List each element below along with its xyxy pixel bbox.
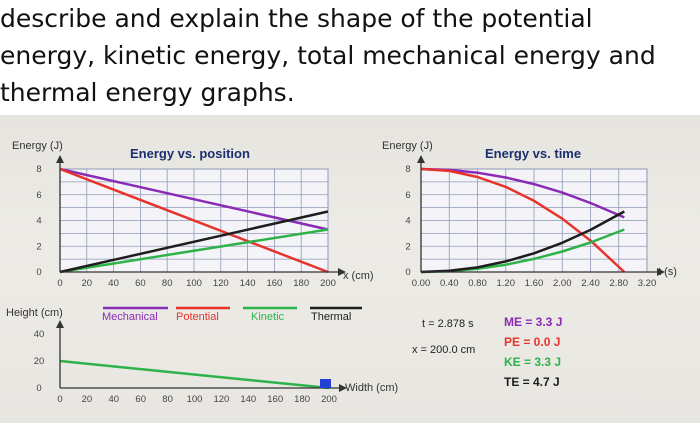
legend-potential: Potential <box>176 311 219 323</box>
x-tick-label: 2.80 <box>610 278 629 289</box>
legend-thermal: Thermal <box>311 311 351 323</box>
x-tick-label: 160 <box>267 394 283 405</box>
y-tick-label: 6 <box>36 190 41 201</box>
y-tick-label: 6 <box>405 190 410 201</box>
chart1-ylabel: Energy (J) <box>12 140 63 152</box>
x-tick-label: 160 <box>266 278 282 289</box>
y-tick-label: 0 <box>36 383 41 394</box>
y-tick-label: 2 <box>405 241 410 252</box>
chart1-series <box>59 167 329 274</box>
energy-position-chart: Energy (J) Energy vs. position x (cm) 0 2… <box>12 140 374 289</box>
legend-mechanical: Mechanical <box>102 311 158 323</box>
x-tick-label: 20 <box>82 278 93 289</box>
x-tick-label: 140 <box>240 278 256 289</box>
x-tick-label: 200 <box>321 394 337 405</box>
x-tick-label: 100 <box>186 278 202 289</box>
chart3-axes <box>56 320 347 392</box>
y-tick-label: 2 <box>36 241 41 252</box>
series-potential-line <box>59 167 329 274</box>
x-tick-label: 40 <box>108 278 119 289</box>
x-tick-label: 3.20 <box>638 278 657 289</box>
readout-ke: KE = 3.3 J <box>504 355 561 369</box>
readout-te: TE = 4.7 J <box>504 375 560 389</box>
chart3-ticks: 0 20 40 60 80 100 120 140 160 180 200 0 20 40 <box>34 329 337 405</box>
x-tick-label: 2.40 <box>581 278 600 289</box>
x-tick-label: 140 <box>240 394 256 405</box>
legend-kinetic: Kinetic <box>251 311 285 323</box>
chart2-xlabel: t (s) <box>658 266 677 278</box>
chart2-series <box>420 167 626 274</box>
question-text: describe and explain the shape of the po… <box>0 4 656 107</box>
y-tick-label: 40 <box>34 329 45 340</box>
chart1-ticks: 0 20 40 60 80 100 120 140 160 180 200 0 2 4 6 8 <box>36 164 336 289</box>
chart1-xlabel: x (cm) <box>343 270 374 282</box>
x-tick-label: 80 <box>162 394 173 405</box>
x-tick-label: 0.40 <box>440 278 459 289</box>
series-mechanical-line <box>59 167 329 231</box>
chart3-xlabel: Width (cm) <box>345 382 398 394</box>
x-tick-label: 20 <box>82 394 93 405</box>
series-height-line <box>59 359 330 390</box>
x-tick-label: 120 <box>213 278 229 289</box>
y-tick-label: 0 <box>36 267 41 278</box>
readout-time: t = 2.878 s <box>422 318 474 330</box>
x-tick-label: 1.60 <box>525 278 544 289</box>
sliding-block <box>320 379 331 388</box>
chart2-ylabel: Energy (J) <box>382 140 433 152</box>
readout-pe: PE = 0.0 J <box>504 335 560 349</box>
y-tick-label: 8 <box>405 164 410 175</box>
y-tick-label: 4 <box>36 216 41 227</box>
chart2-title: Energy vs. time <box>485 146 581 161</box>
chart3-series <box>59 359 330 390</box>
x-tick-label: 120 <box>213 394 229 405</box>
series-mechanical-line <box>420 167 625 219</box>
x-tick-label: 0 <box>57 394 62 405</box>
x-tick-label: 2.00 <box>553 278 572 289</box>
chart3-ylabel: Height (cm) <box>6 307 63 319</box>
x-tick-label: 0.80 <box>468 278 487 289</box>
chart2-ticks: 0.00 0.40 0.80 1.20 1.60 2.00 2.40 2.80 3.20 0 2 4 6… <box>405 164 656 289</box>
x-tick-label: 1.20 <box>497 278 516 289</box>
y-axis-arrow <box>417 155 425 163</box>
series-thermal-line <box>420 210 625 274</box>
x-tick-label: 60 <box>135 278 146 289</box>
series-kinetic-line <box>59 228 329 274</box>
x-tick-label: 180 <box>293 278 309 289</box>
chart1-title: Energy vs. position <box>130 146 250 161</box>
y-tick-label: 20 <box>34 356 45 367</box>
chart1-axes <box>56 155 346 276</box>
x-tick-label: 60 <box>135 394 146 405</box>
readout-position: x = 200.0 cm <box>412 344 475 356</box>
series-thermal-line <box>59 210 329 274</box>
x-tick-label: 80 <box>162 278 173 289</box>
x-tick-label: 180 <box>294 394 310 405</box>
series-potential-line <box>420 167 626 273</box>
x-axis-arrow <box>338 268 346 276</box>
track-chart: Height (cm) Width (cm) 0 20 40 60 80 100 120 14… <box>6 307 398 405</box>
chart2-axes <box>417 155 665 276</box>
y-axis-arrow <box>56 155 64 163</box>
x-axis-arrow <box>657 268 665 276</box>
y-axis-arrow <box>56 320 64 328</box>
x-axis-arrow <box>339 384 347 392</box>
x-tick-label: 0.00 <box>412 278 431 289</box>
x-tick-label: 200 <box>320 278 336 289</box>
y-tick-label: 4 <box>405 216 410 227</box>
x-tick-label: 100 <box>187 394 203 405</box>
y-tick-label: 0 <box>405 267 410 278</box>
energy-time-chart: Energy (J) Energy vs. time t (s) 0.00 0.4… <box>382 140 677 289</box>
x-tick-label: 0 <box>57 278 62 289</box>
legend: Mechanical Potential Kinetic Thermal <box>102 306 362 323</box>
x-tick-label: 40 <box>109 394 120 405</box>
y-tick-label: 8 <box>36 164 41 175</box>
readout-me: ME = 3.3 J <box>504 315 562 329</box>
readout-panel: t = 2.878 s x = 200.0 cm ME = 3.3 J PE =… <box>412 315 562 389</box>
